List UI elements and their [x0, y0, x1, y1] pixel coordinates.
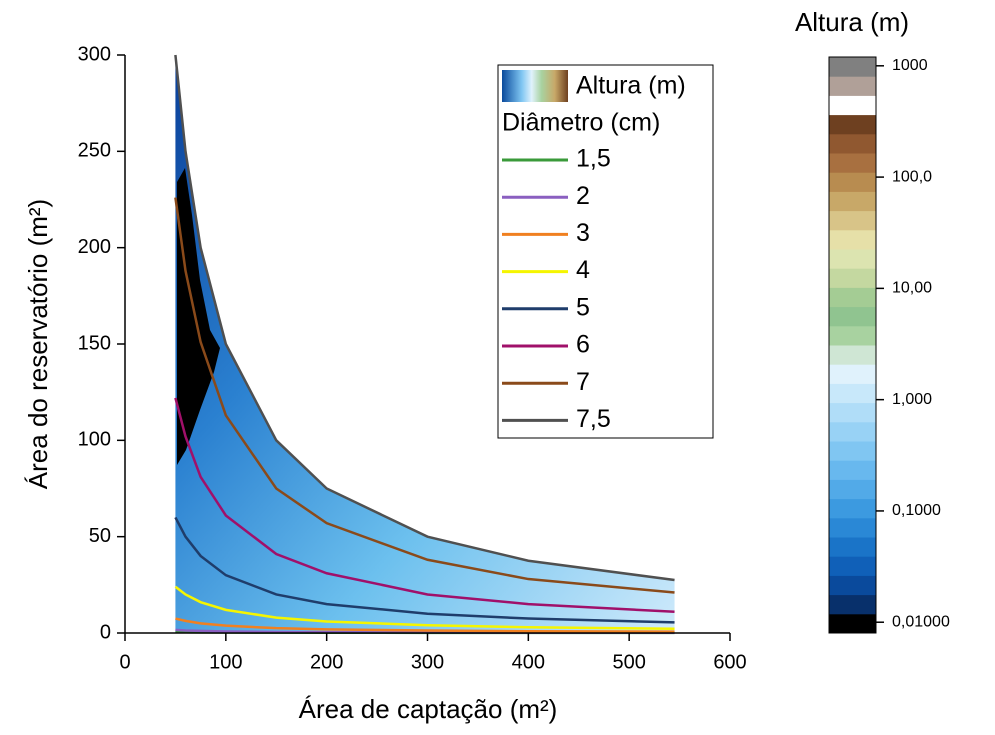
colorbar-band — [829, 95, 876, 116]
colorbar-band — [829, 249, 876, 269]
colorbar-tick-label: 1000 — [892, 57, 928, 74]
x-axis-title: Área de captação (m²) — [299, 694, 558, 724]
x-tick-label: 200 — [310, 651, 343, 673]
colorbar-band — [829, 114, 876, 135]
colorbar-band — [829, 575, 876, 596]
legend-label: 5 — [576, 293, 590, 321]
legend-swatch — [502, 70, 568, 102]
y-tick-label: 300 — [78, 43, 111, 65]
colorbar-tick-label: 10,00 — [892, 280, 932, 297]
colorbar-band — [829, 517, 876, 538]
legend-label: 7,5 — [576, 405, 611, 433]
colorbar-band — [829, 556, 876, 576]
legend-title: Diâmetro (cm) — [502, 109, 660, 137]
series-line — [174, 516, 675, 624]
colorbar-band — [829, 460, 876, 480]
y-tick-label: 250 — [78, 140, 111, 162]
colorbar-band — [829, 594, 876, 615]
y-axis-title: Área do reservatório (m²) — [23, 199, 53, 489]
y-tick-label: 100 — [78, 429, 111, 451]
filled-field — [175, 55, 675, 633]
series-line — [174, 397, 675, 614]
colorbar-band — [829, 383, 876, 404]
colorbar-title: Altura (m) — [795, 7, 909, 37]
colorbar-band — [829, 498, 876, 519]
legend-box — [497, 64, 714, 439]
colorbar-band — [829, 441, 876, 461]
colorbar-band — [829, 153, 876, 173]
y-tick-label: 0 — [100, 621, 111, 643]
x-tick-label: 300 — [411, 651, 444, 673]
colorbar-band — [829, 76, 876, 96]
colorbar-tick-label: 0,1000 — [892, 502, 941, 519]
y-tick-label: 50 — [89, 525, 111, 547]
colorbar-band — [829, 191, 876, 212]
legend-label: 1,5 — [576, 145, 611, 173]
colorbar-band — [829, 421, 876, 442]
legend-label: 3 — [576, 219, 590, 247]
colorbar-band — [829, 345, 876, 365]
legend-label: 4 — [576, 256, 590, 284]
series-line — [174, 54, 675, 582]
colorbar-band — [829, 479, 876, 500]
colorbar-tick-label: 100,0 — [892, 168, 932, 185]
series-line — [174, 585, 675, 631]
legend-label: 7 — [576, 368, 590, 396]
colorbar-band — [829, 287, 876, 308]
y-tick-label: 150 — [78, 332, 111, 354]
colorbar-band — [829, 210, 876, 231]
x-tick-label: 400 — [512, 651, 545, 673]
colorbar-band — [829, 172, 876, 192]
colorbar-band — [829, 57, 876, 77]
colorbar-tick-label: 1,000 — [892, 391, 932, 408]
colorbar-band — [829, 268, 876, 288]
colorbar-tick-label: 0,01000 — [892, 613, 950, 630]
colorbar-band — [829, 537, 876, 557]
series-line — [175, 617, 675, 633]
y-tick-label: 200 — [78, 236, 111, 258]
colorbar-band — [829, 364, 876, 384]
colorbar-frame — [828, 56, 877, 634]
x-tick-label: 600 — [713, 651, 746, 673]
colorbar-band — [829, 306, 876, 327]
colorbar-band — [829, 402, 876, 423]
legend-label: 6 — [576, 331, 590, 359]
low-height-region — [177, 168, 220, 465]
legend-label: 2 — [576, 182, 590, 210]
legend: Altura (m) Diâmetro (cm) — [497, 64, 714, 439]
colorbar-band — [829, 613, 876, 634]
series-line — [174, 197, 675, 594]
colorbar-band — [829, 325, 876, 346]
legend-label: Altura (m) — [576, 72, 686, 100]
x-tick-label: 500 — [612, 651, 645, 673]
x-tick-label: 100 — [209, 651, 242, 673]
colorbar-band — [829, 229, 876, 250]
colorbar-band — [829, 133, 876, 154]
x-tick-label: 0 — [119, 651, 130, 673]
